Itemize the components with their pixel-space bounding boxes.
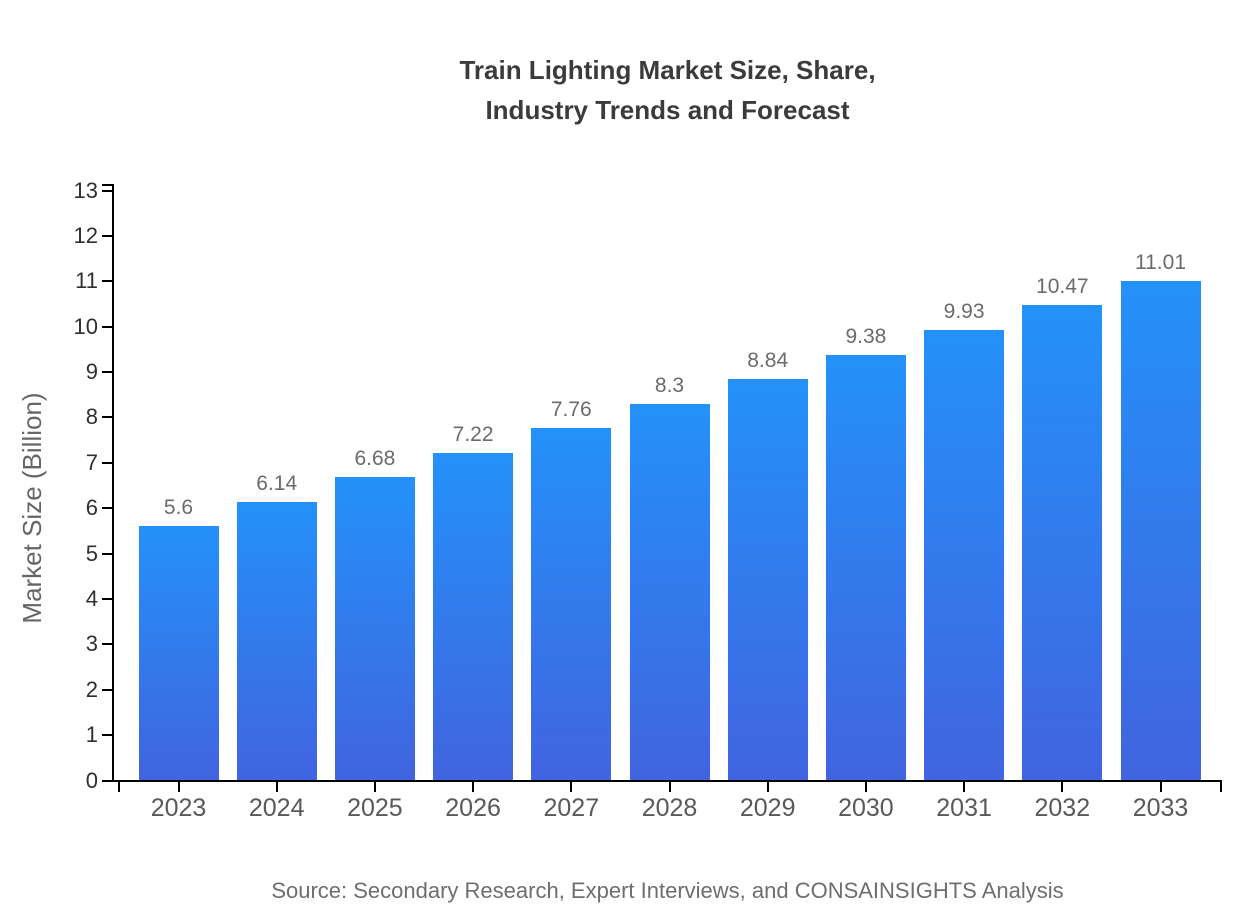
y-tick bbox=[102, 280, 112, 283]
chart-title-line1: Train Lighting Market Size, Share, bbox=[459, 55, 876, 85]
y-tick bbox=[102, 734, 112, 737]
y-tick bbox=[102, 779, 112, 782]
y-tick bbox=[102, 234, 112, 237]
x-tick bbox=[766, 782, 769, 792]
y-tick bbox=[102, 688, 112, 691]
x-tick-label: 2033 bbox=[1132, 794, 1189, 822]
x-tick-label: 2026 bbox=[445, 794, 501, 822]
bar bbox=[433, 452, 514, 781]
y-tick-label: 5 bbox=[85, 540, 98, 566]
bar-value-label: 8.84 bbox=[747, 349, 789, 373]
y-tick bbox=[102, 461, 112, 464]
x-tick-label: 2029 bbox=[739, 794, 796, 822]
bar-value-label: 8.3 bbox=[654, 373, 685, 397]
y-tick bbox=[102, 507, 112, 510]
x-tick bbox=[963, 782, 966, 792]
x-tick-label: 2024 bbox=[248, 794, 305, 822]
bar bbox=[825, 354, 906, 781]
x-tick-label: 2025 bbox=[347, 794, 403, 822]
bar bbox=[138, 526, 219, 781]
y-tick-label: 9 bbox=[85, 359, 98, 385]
x-axis-end-tick bbox=[1220, 782, 1222, 792]
y-tick-label: 7 bbox=[85, 449, 98, 475]
x-tick-label: 2031 bbox=[936, 794, 992, 822]
chart-title: Train Lighting Market Size, Share, Indus… bbox=[113, 50, 1222, 130]
bar bbox=[236, 501, 317, 781]
y-tick-label: 2 bbox=[85, 676, 98, 702]
bar-value-label: 10.47 bbox=[1036, 275, 1089, 299]
bar bbox=[1022, 305, 1103, 781]
y-tick-label: 10 bbox=[73, 313, 98, 339]
y-tick-label: 4 bbox=[85, 585, 98, 611]
bar bbox=[727, 379, 808, 781]
x-axis bbox=[112, 780, 1222, 782]
y-axis bbox=[112, 184, 114, 782]
x-tick-label: 2027 bbox=[543, 794, 600, 822]
bar-value-label: 6.14 bbox=[256, 471, 298, 495]
x-tick bbox=[275, 782, 278, 792]
x-tick bbox=[1061, 782, 1064, 792]
x-tick-label: 2032 bbox=[1034, 794, 1091, 822]
bar-value-label: 7.76 bbox=[550, 398, 592, 422]
bar-value-label: 6.68 bbox=[354, 447, 396, 471]
y-tick-label: 8 bbox=[85, 404, 98, 430]
bar bbox=[1120, 280, 1201, 781]
source-note: Source: Secondary Research, Expert Inter… bbox=[271, 878, 1064, 903]
bar-value-label: 9.93 bbox=[943, 299, 985, 323]
x-tick bbox=[177, 782, 180, 792]
bar bbox=[531, 428, 612, 781]
y-tick bbox=[102, 325, 112, 328]
bar-value-label: 5.6 bbox=[163, 496, 194, 520]
y-tick-label: 13 bbox=[73, 177, 98, 203]
x-tick bbox=[373, 782, 376, 792]
bar bbox=[629, 403, 710, 781]
x-tick bbox=[1159, 782, 1162, 792]
y-tick bbox=[102, 597, 112, 600]
x-tick bbox=[864, 782, 867, 792]
bar-value-label: 9.38 bbox=[845, 324, 887, 348]
y-axis-end-tick bbox=[102, 184, 112, 186]
x-tick-label: 2030 bbox=[838, 794, 894, 822]
y-tick bbox=[102, 189, 112, 192]
y-tick-label: 6 bbox=[85, 495, 98, 521]
bar-value-label: 7.22 bbox=[452, 422, 494, 446]
x-tick bbox=[472, 782, 475, 792]
y-tick-label: 1 bbox=[85, 722, 98, 748]
bar bbox=[334, 477, 415, 781]
x-tick bbox=[570, 782, 573, 792]
y-tick bbox=[102, 643, 112, 646]
y-tick bbox=[102, 552, 112, 555]
y-tick-label: 0 bbox=[85, 767, 98, 793]
x-tick-label: 2028 bbox=[641, 794, 698, 822]
bar bbox=[924, 329, 1005, 781]
y-tick bbox=[102, 416, 112, 419]
y-tick-label: 3 bbox=[85, 631, 98, 657]
bar-value-label: 11.01 bbox=[1135, 250, 1186, 274]
y-tick-label: 11 bbox=[75, 268, 98, 294]
x-tick-label: 2023 bbox=[150, 794, 207, 822]
x-tick bbox=[668, 782, 671, 792]
y-tick bbox=[102, 371, 112, 374]
chart-title-line2: Industry Trends and Forecast bbox=[485, 95, 850, 125]
x-axis-start-tick bbox=[118, 782, 120, 792]
y-tick-label: 12 bbox=[73, 222, 98, 248]
